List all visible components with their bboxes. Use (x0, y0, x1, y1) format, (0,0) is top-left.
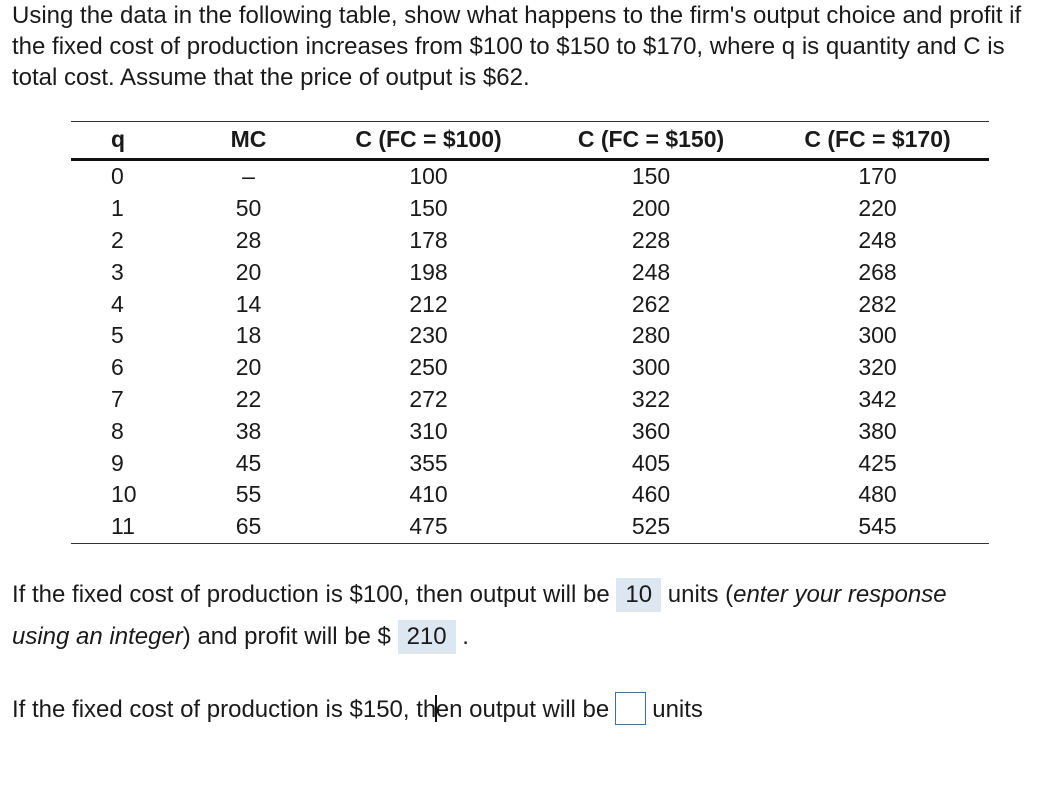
cell-mc: 50 (235, 195, 262, 222)
cell-mc: 22 (235, 385, 262, 412)
cell-c-fc100: 198 (409, 258, 448, 285)
cell-q: 9 (111, 449, 124, 476)
cell-mc: 45 (235, 449, 262, 476)
table-row: 2 28 178 228 248 (71, 225, 989, 257)
cell-q: 3 (111, 258, 124, 285)
table-row: 9 45 355 405 425 (71, 447, 989, 479)
part2-prefix-a: If the fixed cost of production is $150,… (12, 695, 437, 723)
cell-mc: 28 (235, 226, 262, 253)
cell-c-fc100: 310 (409, 417, 448, 444)
cell-c-fc100: 410 (409, 481, 448, 508)
output-input-150[interactable] (615, 692, 647, 725)
cell-c-fc150: 360 (631, 417, 671, 444)
cell-q: 2 (111, 226, 124, 253)
cell-c-fc100: 212 (409, 290, 448, 317)
cell-q: 8 (111, 417, 124, 444)
cell-c-fc150: 460 (631, 481, 671, 508)
cell-q: 10 (111, 481, 137, 508)
cell-q: 6 (111, 354, 124, 381)
cell-c-fc170: 320 (858, 354, 897, 381)
header-q: q (71, 121, 176, 161)
table-header-row: q MC C (FC = $100) C (FC = $150) C (FC =… (71, 121, 989, 161)
cell-c-fc170: 282 (858, 290, 897, 317)
header-c-fc100: C (FC = $100) (321, 121, 536, 161)
cell-mc: 65 (176, 510, 321, 544)
cell-mc: 20 (235, 354, 262, 381)
cell-c-fc170: 480 (858, 481, 897, 508)
cell-c-fc100: 355 (409, 449, 448, 476)
text-cursor (435, 695, 437, 722)
cell-c-fc150: 150 (631, 163, 671, 190)
cell-q: 1 (111, 195, 124, 222)
table-row: 3 20 198 248 268 (71, 256, 989, 288)
part1-line2: using an integer) and profit will be $ 2… (12, 620, 469, 654)
cell-c-fc150: 280 (631, 322, 671, 349)
cell-c-fc150: 248 (631, 258, 671, 285)
profit-answer-100[interactable]: 210 (397, 620, 456, 654)
cell-mc: 55 (235, 481, 262, 508)
cell-c-fc100: 100 (409, 163, 448, 190)
cell-q: 4 (111, 290, 124, 317)
part1-hint2: using an integer (12, 623, 183, 650)
part2-suffix: units (652, 695, 703, 723)
table-row: 4 14 212 262 282 (71, 288, 989, 320)
cell-mc: 18 (235, 322, 262, 349)
part1-mid2: ) and profit will be $ (182, 623, 391, 650)
cell-c-fc100: 272 (409, 385, 448, 412)
header-c-fc170: C (FC = $170) (766, 121, 989, 161)
cell-c-fc100: 475 (321, 510, 536, 544)
table-row: 5 18 230 280 300 (71, 320, 989, 352)
table-row: 8 38 310 360 380 (71, 415, 989, 447)
cell-c-fc150: 228 (631, 226, 671, 253)
cell-c-fc150: 262 (631, 290, 671, 317)
cell-c-fc170: 268 (858, 258, 897, 285)
cell-c-fc170: 425 (858, 449, 897, 476)
cell-mc: 38 (235, 417, 262, 444)
cell-c-fc150: 322 (631, 385, 671, 412)
cell-q: 0 (111, 163, 124, 190)
cell-c-fc100: 230 (409, 322, 448, 349)
cell-c-fc150: 200 (631, 195, 671, 222)
cell-c-fc150: 405 (631, 449, 671, 476)
cell-c-fc170: 342 (858, 385, 897, 412)
cell-q: 11 (71, 510, 176, 544)
cell-c-fc170: 220 (858, 195, 897, 222)
cell-c-fc170: 248 (858, 226, 897, 253)
cell-mc: – (242, 163, 255, 190)
table-row: 11 65 475 525 545 (71, 510, 989, 544)
part1-end: . (462, 623, 469, 650)
part1-prefix: If the fixed cost of production is $100,… (12, 581, 610, 608)
part2-line: If the fixed cost of production is $150,… (12, 692, 703, 727)
table-row: 10 55 410 460 480 (71, 479, 989, 511)
cell-c-fc100: 250 (409, 354, 448, 381)
cell-c-fc100: 150 (409, 195, 448, 222)
cost-table: q MC C (FC = $100) C (FC = $150) C (FC =… (71, 121, 989, 544)
part1-hint: enter your response (733, 581, 947, 608)
cell-c-fc170: 545 (766, 510, 989, 544)
output-answer-100[interactable]: 10 (616, 578, 662, 612)
header-mc: MC (176, 121, 321, 161)
part1-mid: units ( (667, 581, 734, 608)
part1-line1: If the fixed cost of production is $100,… (12, 578, 947, 612)
table-row: 0 – 100 150 170 (71, 160, 989, 193)
table-row: 1 50 150 200 220 (71, 193, 989, 225)
cell-c-fc150: 525 (536, 510, 766, 544)
table-row: 7 22 272 322 342 (71, 384, 989, 416)
table-row: 6 20 250 300 320 (71, 352, 989, 384)
cell-c-fc170: 170 (858, 163, 897, 190)
cell-c-fc150: 300 (631, 354, 671, 381)
header-c-fc150: C (FC = $150) (536, 121, 766, 161)
cell-q: 5 (111, 322, 124, 349)
question-text: Using the data in the following table, s… (12, 2, 1022, 91)
cell-mc: 20 (235, 258, 262, 285)
part2-prefix-b: en output will be (435, 695, 610, 723)
cell-c-fc100: 178 (409, 226, 448, 253)
cell-c-fc170: 300 (858, 322, 897, 349)
cell-q: 7 (111, 385, 124, 412)
cell-mc: 14 (235, 290, 262, 317)
cell-c-fc170: 380 (858, 417, 897, 444)
